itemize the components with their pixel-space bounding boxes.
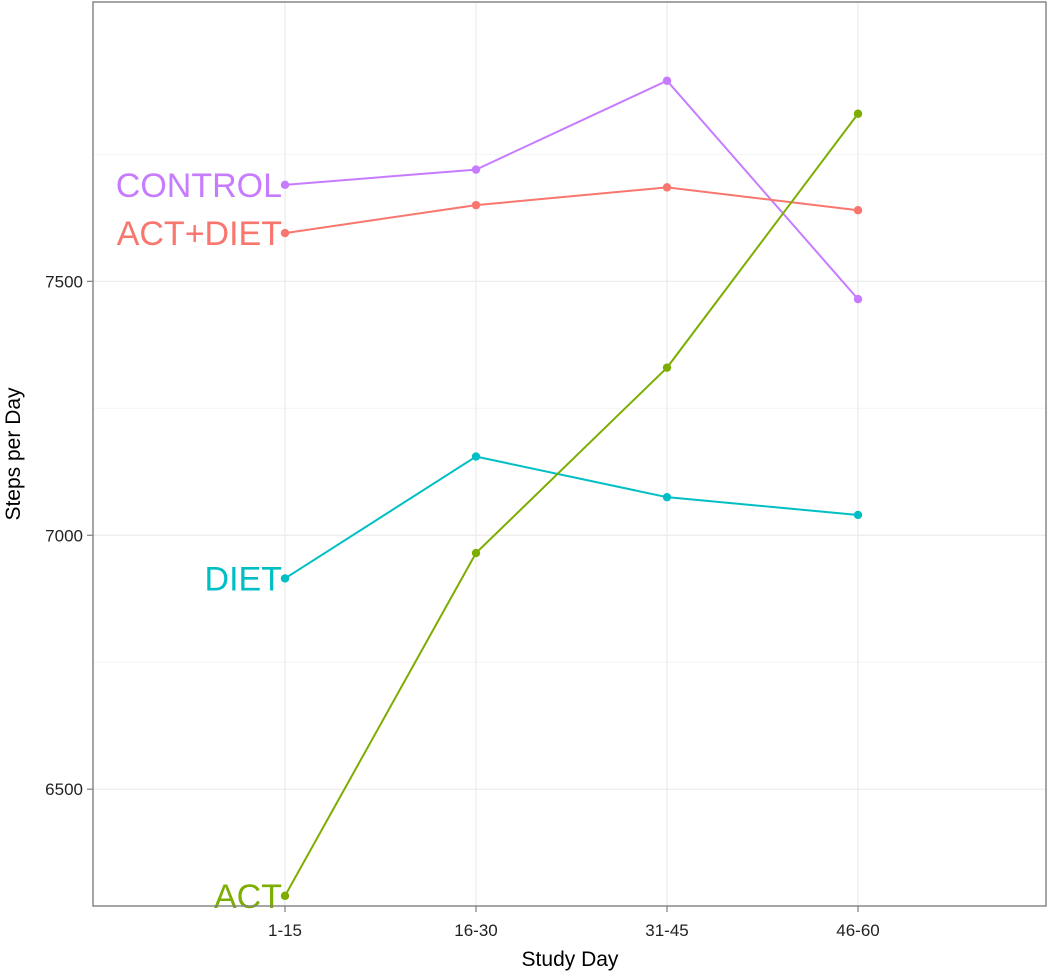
series-label-act-diet: ACT+DIET (117, 215, 282, 253)
x-tick-label: 16-30 (454, 921, 497, 940)
data-point-control (662, 76, 672, 85)
series-line-act-diet (284, 186, 859, 235)
data-point-diet (471, 452, 481, 461)
series-labels: CONTROL ACT+DIET DIET ACT (116, 167, 282, 916)
data-point-act (853, 109, 863, 118)
minor-gridlines (93, 153, 1046, 663)
plot-background (93, 2, 1046, 906)
data-point-act-diet (471, 200, 481, 210)
y-tick-label: 7500 (45, 272, 83, 291)
x-tick-label: 1-15 (268, 921, 302, 940)
data-point-act-diet (853, 206, 863, 215)
y-axis: 6500 7000 7500 (45, 272, 93, 799)
major-gridlines (93, 2, 1046, 906)
series-line-act (284, 113, 859, 897)
series-label-diet: DIET (205, 560, 282, 598)
data-point-diet (662, 492, 672, 502)
x-tick-label: 31-45 (645, 921, 688, 940)
data-point-control (853, 294, 863, 304)
data-point-act-diet (280, 228, 290, 238)
data-point-act (662, 363, 672, 372)
series-label-control: CONTROL (116, 167, 282, 205)
data-point-diet (280, 574, 290, 583)
series-lines (284, 79, 859, 897)
series-line-control (284, 79, 859, 300)
data-point-act (280, 891, 290, 901)
x-axis-title: Study Day (522, 948, 619, 971)
x-axis: 1-15 16-30 31-45 46-60 (268, 906, 880, 940)
data-point-act-diet (662, 183, 672, 192)
y-tick-label: 7000 (45, 526, 83, 545)
data-point-control (471, 165, 481, 174)
series-label-act: ACT (214, 878, 282, 916)
y-tick-label: 6500 (45, 780, 83, 799)
data-point-act (471, 548, 481, 558)
series-line-diet (284, 455, 859, 580)
data-point-diet (853, 510, 863, 520)
series-points (280, 76, 863, 901)
data-point-control (280, 180, 290, 190)
plot-panel-border (92, 1, 1047, 907)
x-tick-label: 46-60 (836, 921, 879, 940)
y-axis-title: Steps per Day (2, 387, 25, 521)
